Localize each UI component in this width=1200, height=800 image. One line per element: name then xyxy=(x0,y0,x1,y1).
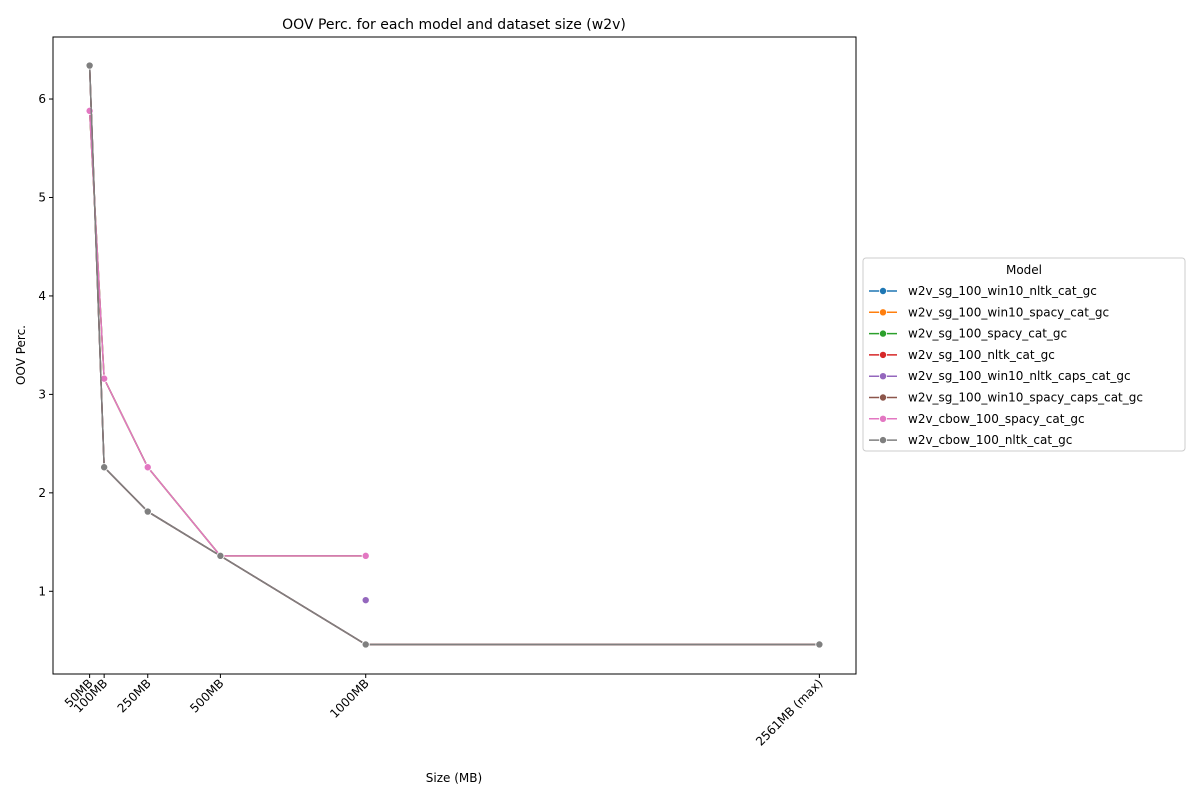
plot-frame xyxy=(52,36,857,675)
legend-marker xyxy=(879,372,888,381)
chart-title: OOV Perc. for each model and dataset siz… xyxy=(282,17,626,33)
legend-label: w2v_sg_100_win10_nltk_cat_gc xyxy=(908,284,1097,298)
data-point xyxy=(361,640,370,649)
legend-marker xyxy=(879,350,888,359)
legend-label: w2v_sg_100_win10_spacy_caps_cat_gc xyxy=(908,391,1143,405)
y-tick-label: 4 xyxy=(38,289,46,303)
data-point xyxy=(361,596,370,605)
legend-label: w2v_cbow_100_nltk_cat_gc xyxy=(908,433,1072,447)
y-tick-label: 1 xyxy=(38,584,46,598)
legend-marker xyxy=(879,329,888,338)
y-tick-label: 2 xyxy=(38,486,46,500)
legend-label: w2v_sg_100_win10_spacy_cat_gc xyxy=(908,305,1109,319)
legend-label: w2v_sg_100_nltk_cat_gc xyxy=(908,348,1055,362)
x-axis-title: Size (MB) xyxy=(426,771,482,785)
legend-label: w2v_sg_100_win10_nltk_caps_cat_gc xyxy=(908,369,1131,383)
legend-label: w2v_cbow_100_spacy_cat_gc xyxy=(908,412,1085,426)
legend-frame xyxy=(862,257,1186,452)
data-point xyxy=(143,507,152,516)
data-point xyxy=(361,551,370,560)
legend-marker xyxy=(879,414,888,423)
legend-label: w2v_sg_100_spacy_cat_gc xyxy=(908,327,1067,341)
data-point xyxy=(815,640,824,649)
legend-marker xyxy=(879,308,888,317)
data-point xyxy=(143,463,152,472)
y-axis-title: OOV Perc. xyxy=(14,325,28,385)
data-point xyxy=(216,551,225,560)
data-point xyxy=(100,463,109,472)
series-line xyxy=(88,65,820,646)
legend-title: Model xyxy=(1006,263,1042,277)
legend-marker xyxy=(879,436,888,445)
y-axis: 1 2 3 4 5 6 xyxy=(38,92,53,598)
y-tick-label: 3 xyxy=(38,387,46,401)
y-tick-label: 5 xyxy=(38,190,46,204)
y-tick-label: 6 xyxy=(38,92,46,106)
data-point xyxy=(85,106,94,115)
legend: Model w2v_sg_100_win10_nltk_cat_gc w2v_sg… xyxy=(862,257,1186,452)
data-point xyxy=(85,61,94,70)
legend-marker xyxy=(879,393,888,402)
legend-marker xyxy=(879,286,888,295)
plot-area xyxy=(85,61,824,649)
